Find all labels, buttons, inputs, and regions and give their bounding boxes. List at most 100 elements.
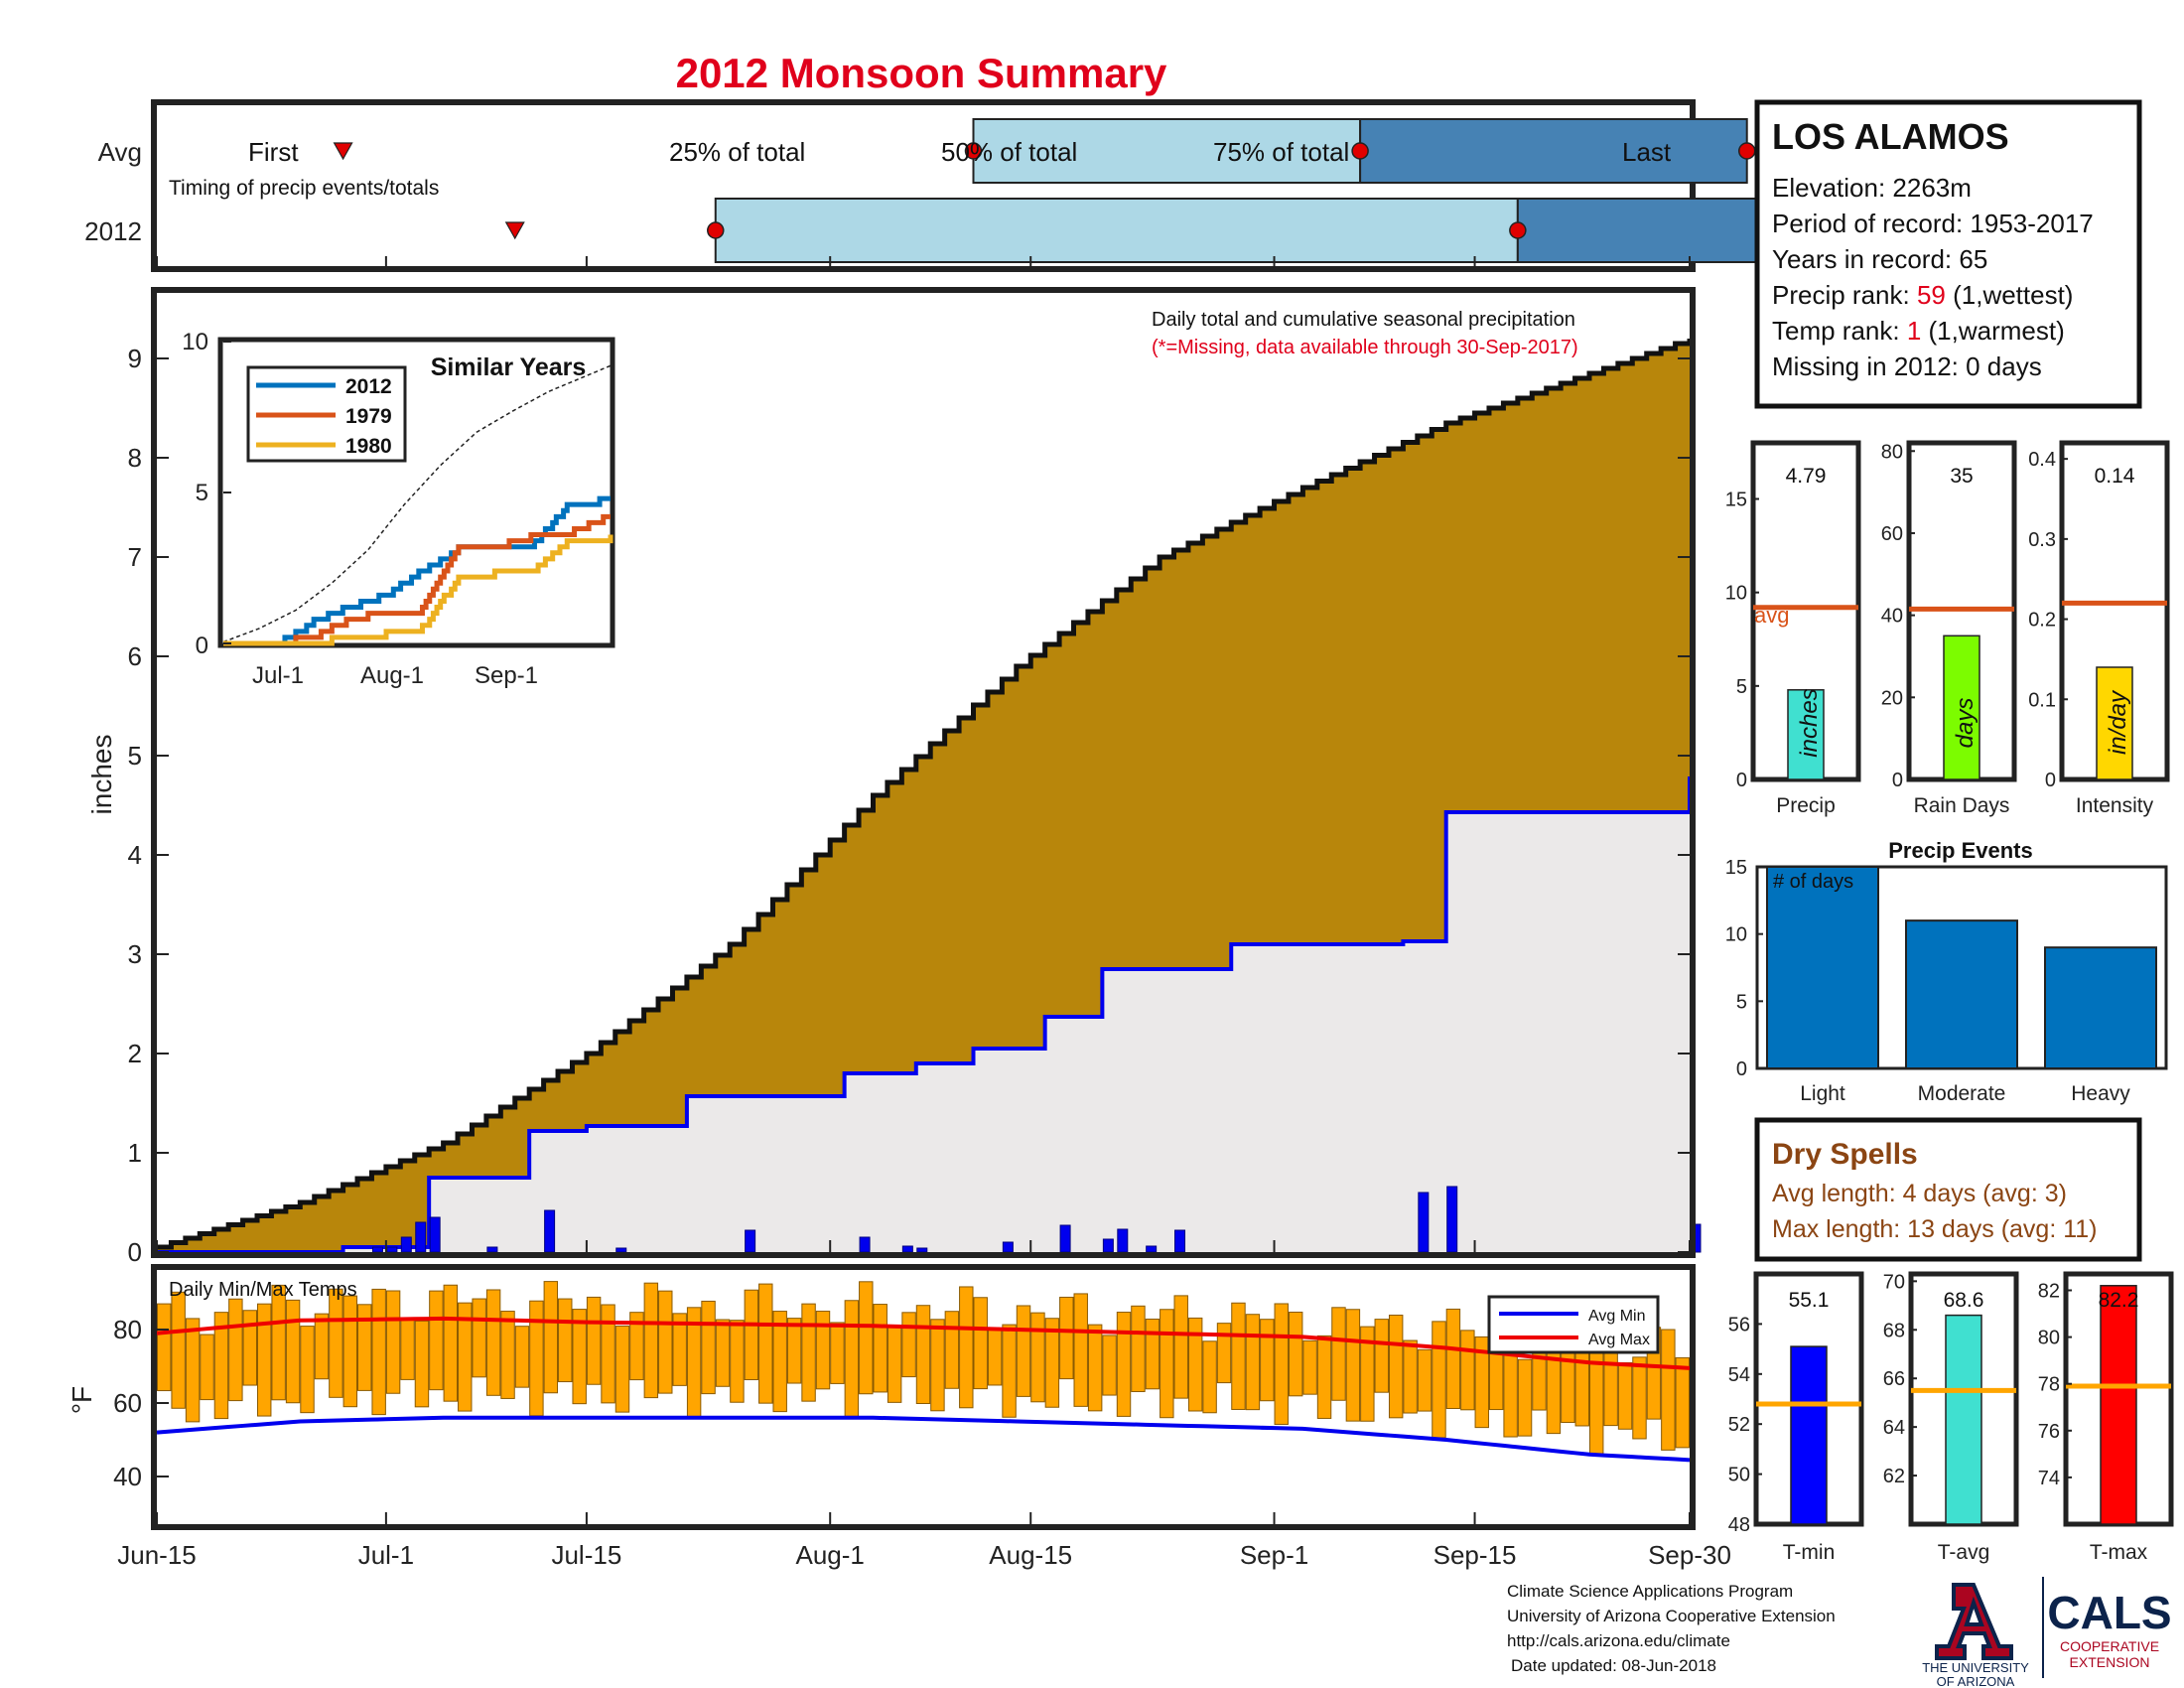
daily-temp-range-bar [385, 1290, 401, 1394]
inset-legend-1980: 1980 [345, 435, 392, 458]
daily-temp-range-bar [1044, 1318, 1060, 1408]
daily-temp-range-bar [1202, 1340, 1217, 1414]
daily-temp-range-bar [329, 1288, 343, 1398]
daily-temp-range-bar [672, 1313, 687, 1386]
temp-panel-y-tick-label: 74 [2038, 1468, 2060, 1489]
daily-temp-range-bar [930, 1319, 945, 1412]
precip-y-tick-label: 6 [128, 641, 142, 671]
inset-title: Similar Years [431, 353, 587, 381]
daily-temp-range-bar [400, 1319, 415, 1380]
footer-credits: Climate Science Applications Program Uni… [1507, 1582, 1836, 1675]
station-info: LOS ALAMOS Elevation: 2263m Period of re… [1754, 99, 2142, 409]
daily-precip-bar [386, 1246, 398, 1253]
station-precip-rank: Precip rank: 59 (1,wettest) [1772, 280, 2073, 310]
daily-temp-range-bar [529, 1300, 544, 1417]
inset-xtick: Sep-1 [475, 662, 538, 689]
precip-y-tick-label: 3 [128, 939, 142, 969]
inset-avg-line [222, 364, 612, 643]
date-tick-label: Jul-1 [358, 1540, 414, 1570]
stat-bar [1943, 634, 1980, 780]
daily-temp-range-bar [1102, 1335, 1117, 1396]
inset-legend-1979: 1979 [345, 405, 392, 428]
daily-temp-range-bar [1030, 1312, 1045, 1403]
precip-plot [157, 339, 1702, 1254]
daily-temp-range-bar [342, 1295, 358, 1408]
precip-caption: Daily total and cumulative seasonal prec… [1152, 309, 1575, 331]
daily-temp-range-bar [658, 1290, 673, 1394]
daily-temp-range-bar [472, 1298, 486, 1378]
daily-temp-range-bar [500, 1311, 515, 1399]
logo-ua-line1: THE UNIVERSITY [1922, 1660, 2029, 1675]
station-frame [1754, 99, 2142, 409]
daily-temp-range-bar [1073, 1293, 1088, 1407]
precip-y-tick-label: 9 [128, 344, 142, 373]
daily-temp-range-bar [1302, 1339, 1317, 1395]
daily-temp-range-bar [873, 1304, 887, 1393]
precip-y-tick-label: 8 [128, 443, 142, 473]
daily-temp-range-bar [801, 1303, 816, 1402]
daily-temp-range-bar [1274, 1303, 1289, 1425]
daily-temp-range-bar [1087, 1324, 1103, 1412]
precip-missing-note: (*=Missing, data available through 30-Se… [1152, 337, 1578, 358]
timing-quantile-marker [707, 221, 725, 239]
daily-precip-bar [415, 1221, 427, 1253]
temp-stat-panels: 48 50 52 54 56 62 64 66 68 70 74 76 78 80 82 [1728, 1271, 2174, 1536]
daily-temp-range-bar [1374, 1319, 1389, 1393]
precip-events-panel: 0 5 10 15 [1725, 857, 2168, 1080]
temp-stat-bar [2100, 1285, 2137, 1525]
timing-quantile-marker [1509, 221, 1527, 239]
precip-y-tick-label: 7 [128, 542, 142, 572]
daily-temp-range-bar [586, 1296, 602, 1385]
daily-precip-bar [371, 1246, 383, 1253]
temps-title: Daily Min/Max Temps [169, 1279, 357, 1301]
daily-temp-range-bar [1145, 1318, 1160, 1390]
logo-coop-line2: EXTENSION [2070, 1654, 2150, 1670]
stat-y-tick-label: 10 [1725, 583, 1747, 605]
daily-temp-range-bar [629, 1312, 644, 1381]
daily-temp-range-bar [944, 1311, 960, 1389]
precip-panel: 0 1 2 3 4 5 6 7 8 9 inches Daily total and cumula… [86, 287, 1702, 1267]
timing-q25-q50-bar [972, 118, 1362, 184]
events-bar [2044, 946, 2157, 1070]
stat-y-tick-label: 80 [1881, 441, 1903, 463]
timing-q50-q75-bar [1359, 118, 1748, 184]
ua-block-a-icon [1935, 1583, 2013, 1660]
daily-precip-bar [859, 1236, 871, 1253]
temps-legend-box [1487, 1295, 1660, 1354]
timing-subtitle: Timing of precip events/totals [169, 177, 439, 200]
temps-y-axis: 40 60 80 [113, 1315, 169, 1491]
daily-temp-range-bar [1632, 1356, 1647, 1440]
stat-y-tick-label: 0 [2045, 770, 2056, 791]
precip-y-tick-label: 1 [128, 1138, 142, 1168]
daily-precip-bar [1002, 1241, 1014, 1253]
daily-precip-bar [429, 1216, 441, 1253]
temp-panel-y-tick-label: 80 [2038, 1328, 2060, 1349]
stat-y-tick-label: 40 [1881, 606, 1903, 628]
temp-panel-y-tick-label: 48 [1728, 1514, 1750, 1536]
daily-temp-range-bar [300, 1326, 315, 1414]
daily-temp-range-bar [830, 1322, 845, 1384]
temp-panel-y-tick-label: 54 [1728, 1364, 1750, 1386]
stat-value-intensity: 0.14 [2095, 465, 2135, 488]
daily-temp-range-bar [200, 1334, 214, 1401]
date-tick-label: Aug-15 [989, 1540, 1072, 1570]
daily-temp-range-bar [715, 1319, 731, 1387]
daily-temp-range-bar [357, 1304, 372, 1391]
temps-panel: 40 60 80 Daily Min/Max Temps °F Avg Min Av… [67, 1264, 1696, 1530]
daily-temp-range-bar [901, 1312, 916, 1378]
daily-precip-bar [1146, 1245, 1158, 1253]
events-y-tick-label: 0 [1736, 1058, 1747, 1080]
daily-temp-range-bar [485, 1289, 501, 1396]
events-title: Precip Events [1888, 838, 2033, 863]
stat-y-tick-label: 0 [1736, 770, 1747, 791]
daily-temp-range-bar [1131, 1305, 1146, 1392]
temp-panel-y-tick-label: 82 [2038, 1280, 2060, 1302]
timing-q75-label: 75% of total [1213, 137, 1349, 167]
temp-panel-y-tick-label: 66 [1883, 1368, 1905, 1390]
temp-label-avg: T-avg [1938, 1541, 1990, 1564]
temp-panel-y-tick-label: 76 [2038, 1421, 2060, 1443]
events-bar [1766, 866, 1879, 1069]
stat-unit-precip: inches [1796, 688, 1823, 757]
daily-temp-range-bar [730, 1320, 745, 1403]
temps-ylabel: °F [67, 1386, 97, 1414]
